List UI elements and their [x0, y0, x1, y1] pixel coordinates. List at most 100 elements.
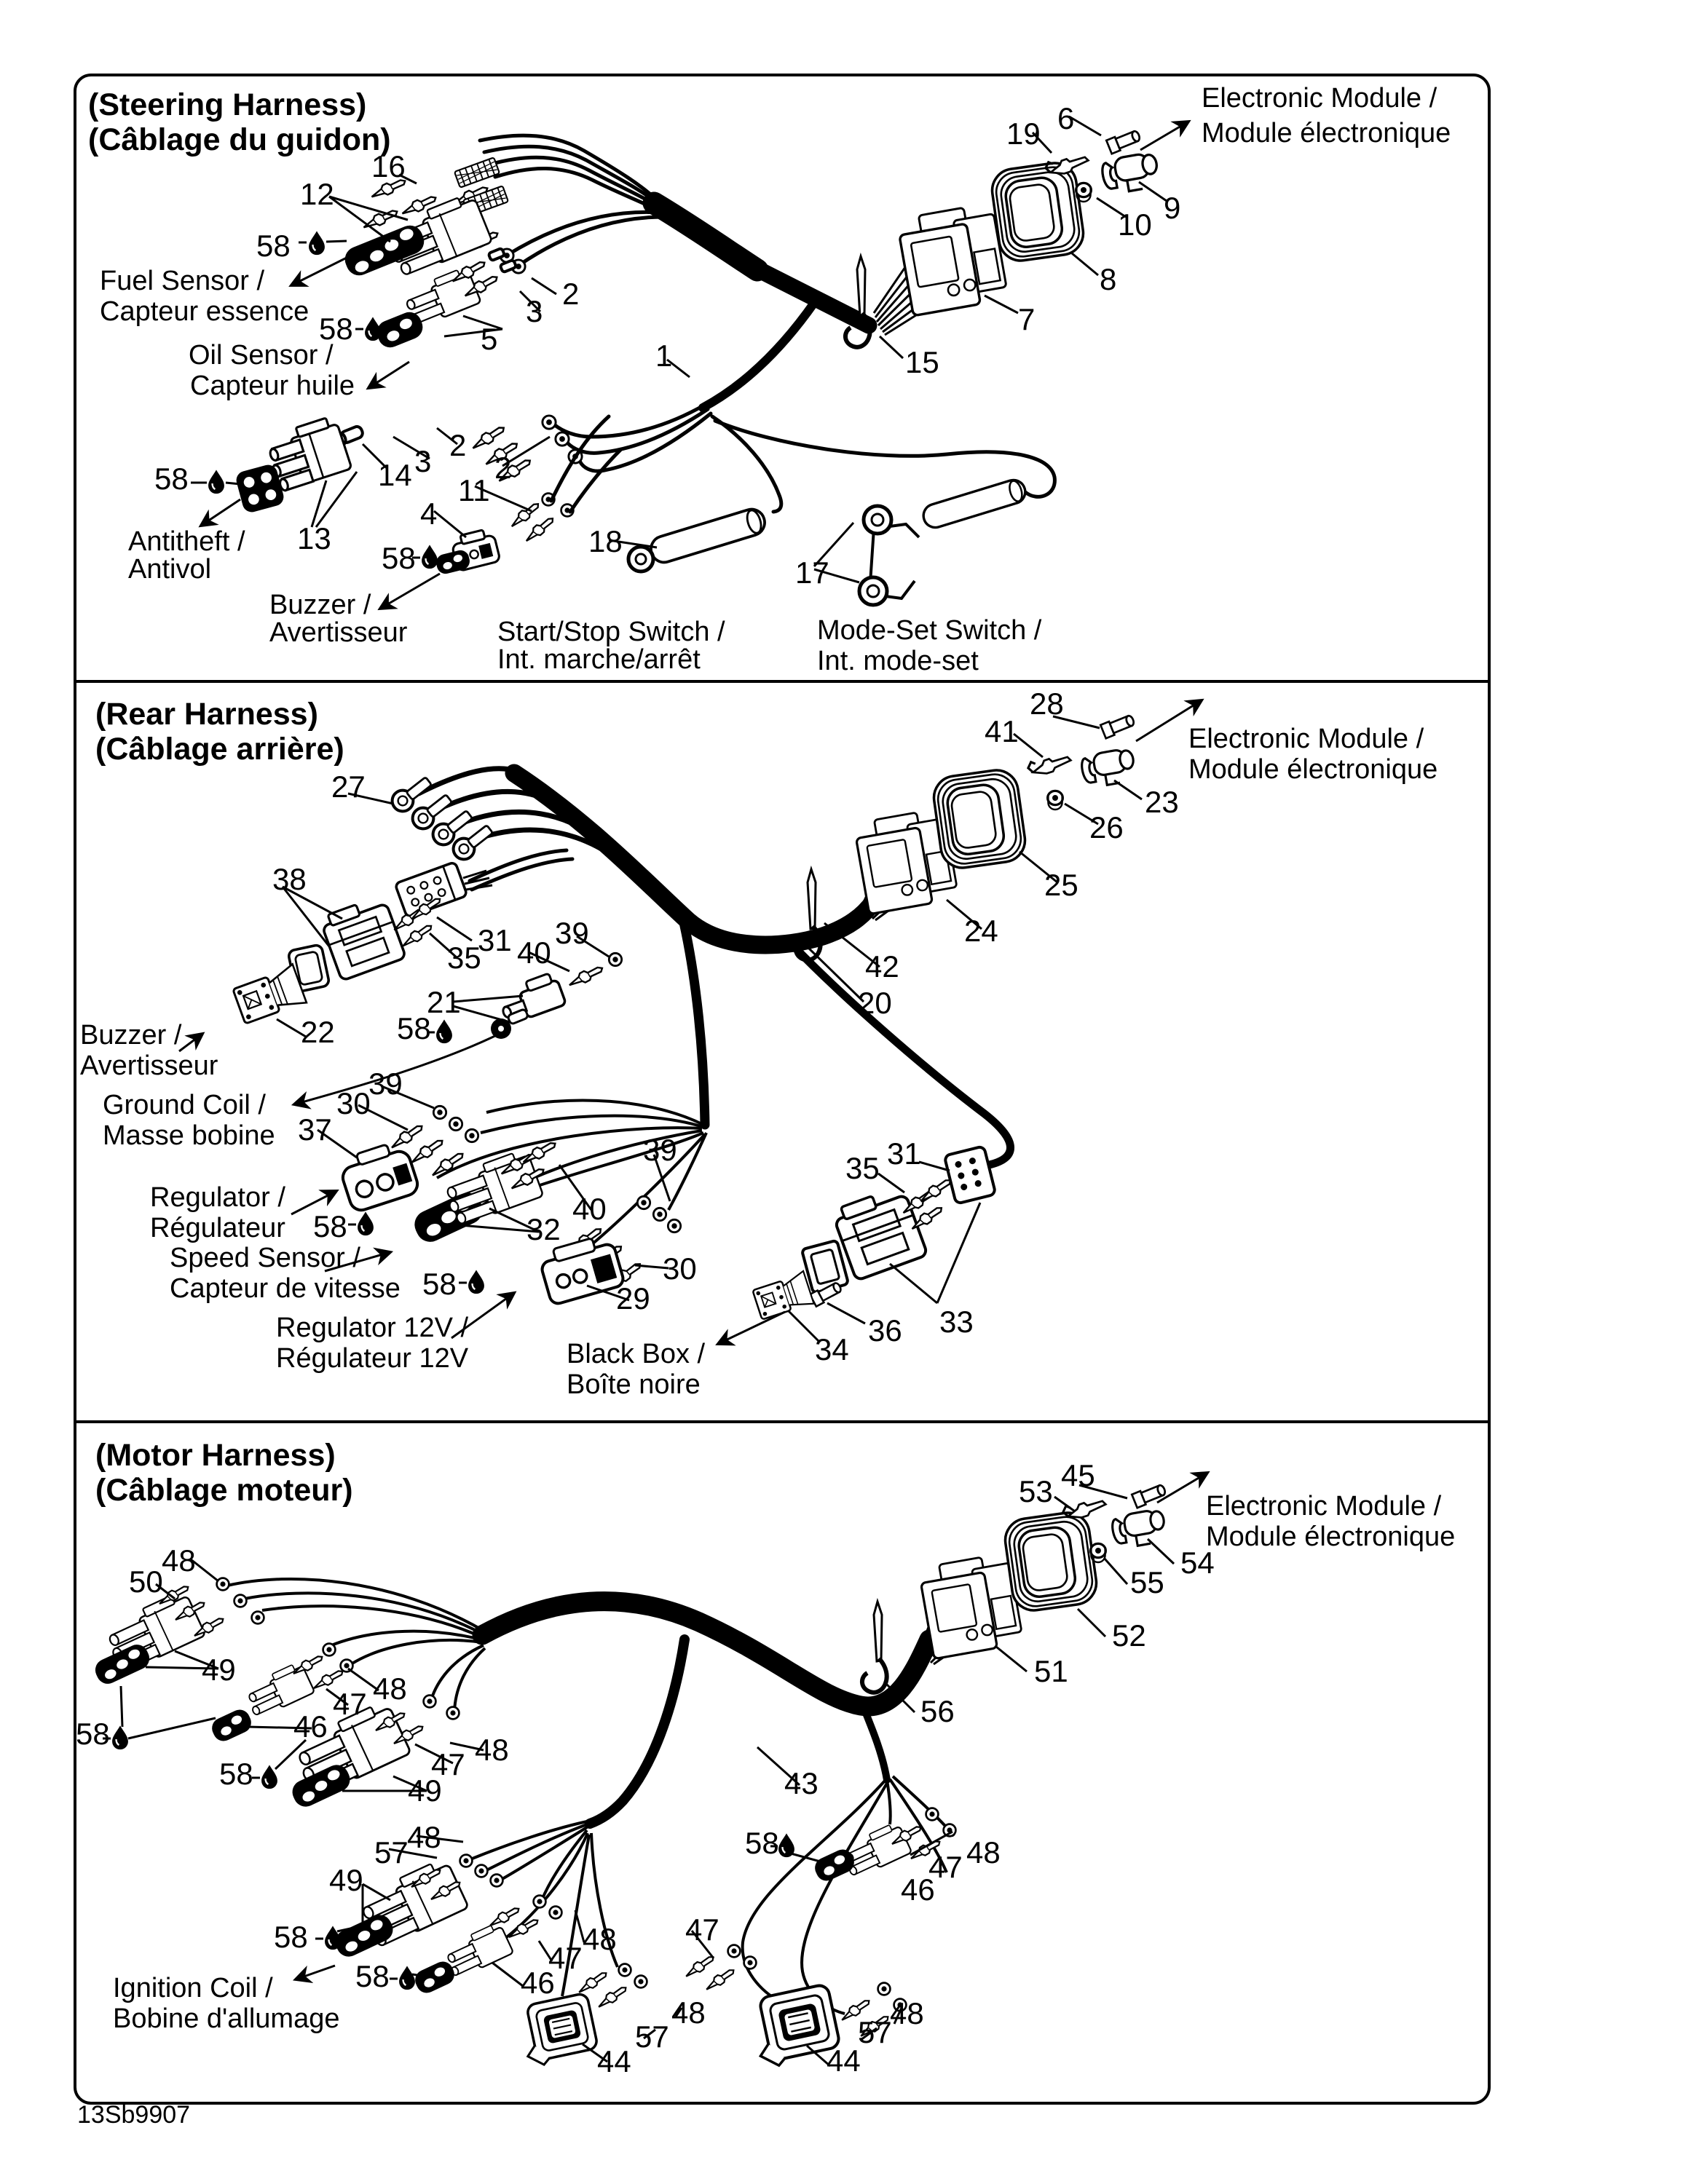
svg-text:21: 21	[427, 985, 461, 1019]
svg-text:57: 57	[374, 1835, 409, 1870]
svg-text:Buzzer /: Buzzer /	[269, 590, 371, 620]
svg-text:58: 58	[397, 1011, 431, 1045]
svg-text:45: 45	[1061, 1458, 1095, 1492]
svg-text:58: 58	[219, 1757, 253, 1791]
svg-text:35: 35	[845, 1151, 880, 1185]
svg-text:Regulator 12V /: Regulator 12V /	[276, 1313, 468, 1343]
svg-text:10: 10	[1118, 207, 1152, 242]
svg-text:58: 58	[745, 1826, 779, 1860]
svg-text:Mode-Set Switch /: Mode-Set Switch /	[817, 615, 1042, 646]
svg-text:Int. mode-set: Int. mode-set	[817, 646, 979, 676]
svg-text:Black Box /: Black Box /	[567, 1339, 706, 1369]
svg-text:3: 3	[414, 444, 431, 478]
svg-text:58: 58	[313, 1209, 347, 1243]
svg-text:Int. marche/arrêt: Int. marche/arrêt	[497, 644, 701, 675]
svg-text:57: 57	[858, 2015, 892, 2049]
svg-text:26: 26	[1089, 810, 1124, 844]
svg-text:58: 58	[422, 1267, 457, 1301]
svg-text:Antitheft /: Antitheft /	[128, 526, 245, 557]
svg-text:47: 47	[431, 1747, 465, 1781]
svg-text:44: 44	[597, 2044, 631, 2078]
svg-text:39: 39	[555, 916, 589, 950]
svg-text:Electronic Module /: Electronic Module /	[1202, 83, 1437, 114]
svg-text:7: 7	[1018, 302, 1035, 336]
svg-text:36: 36	[868, 1313, 902, 1348]
svg-text:(Rear Harness): (Rear Harness)	[95, 697, 318, 732]
svg-text:37: 37	[298, 1112, 332, 1147]
svg-text:58: 58	[382, 541, 416, 575]
svg-text:47: 47	[548, 1941, 583, 1975]
svg-text:23: 23	[1145, 785, 1179, 819]
svg-text:(Steering Harness): (Steering Harness)	[88, 87, 366, 122]
svg-text:40: 40	[517, 935, 551, 970]
svg-text:(Câblage du guidon): (Câblage du guidon)	[88, 122, 391, 157]
svg-text:24: 24	[964, 914, 998, 948]
svg-text:5: 5	[481, 322, 497, 356]
svg-text:9: 9	[1164, 191, 1180, 225]
svg-text:(Câblage moteur): (Câblage moteur)	[95, 1473, 353, 1508]
svg-text:39: 39	[643, 1133, 677, 1167]
svg-text:Avertisseur: Avertisseur	[80, 1051, 218, 1081]
svg-text:Régulateur: Régulateur	[150, 1213, 285, 1243]
svg-text:58: 58	[274, 1920, 308, 1954]
svg-text:22: 22	[301, 1015, 335, 1049]
svg-text:48: 48	[475, 1733, 509, 1767]
svg-text:31: 31	[887, 1136, 921, 1171]
svg-text:Electronic Module /: Electronic Module /	[1206, 1491, 1442, 1522]
svg-text:48: 48	[890, 1996, 924, 2030]
svg-text:8: 8	[1100, 262, 1116, 296]
svg-text:55: 55	[1130, 1565, 1164, 1599]
svg-text:38: 38	[272, 862, 307, 896]
svg-text:44: 44	[827, 2043, 861, 2078]
svg-text:Capteur huile: Capteur huile	[190, 371, 355, 401]
svg-text:19: 19	[1006, 116, 1041, 151]
svg-text:58: 58	[154, 462, 189, 496]
svg-text:31: 31	[478, 923, 512, 957]
svg-text:(Motor Harness): (Motor Harness)	[95, 1438, 336, 1473]
svg-text:43: 43	[784, 1766, 819, 1800]
svg-text:Start/Stop Switch /: Start/Stop Switch /	[497, 617, 725, 647]
svg-text:47: 47	[333, 1687, 367, 1721]
svg-text:Ignition Coil /: Ignition Coil /	[113, 1973, 273, 2003]
svg-text:46: 46	[901, 1872, 935, 1907]
svg-text:58: 58	[355, 1959, 390, 1993]
svg-text:57: 57	[635, 2019, 669, 2054]
svg-text:Boîte noire: Boîte noire	[567, 1369, 701, 1400]
svg-text:48: 48	[407, 1820, 441, 1854]
svg-text:Fuel Sensor /: Fuel Sensor /	[100, 266, 264, 296]
svg-text:Antivol: Antivol	[128, 554, 211, 585]
svg-text:Avertisseur: Avertisseur	[269, 617, 408, 648]
svg-text:6: 6	[1057, 101, 1074, 135]
svg-text:46: 46	[521, 1966, 555, 2000]
svg-text:11: 11	[458, 473, 490, 507]
svg-text:Capteur de vitesse: Capteur de vitesse	[170, 1273, 401, 1304]
svg-text:Buzzer /: Buzzer /	[80, 1020, 182, 1051]
svg-text:48: 48	[966, 1835, 1001, 1870]
svg-text:48: 48	[583, 1922, 617, 1956]
svg-text:18: 18	[588, 524, 623, 558]
svg-text:35: 35	[447, 941, 481, 975]
svg-text:58: 58	[319, 312, 353, 346]
svg-text:47: 47	[685, 1912, 719, 1947]
svg-text:Module électronique: Module électronique	[1202, 118, 1451, 149]
svg-text:48: 48	[671, 1995, 706, 2030]
svg-text:1: 1	[655, 339, 672, 373]
svg-text:Module électronique: Module électronique	[1188, 754, 1437, 785]
svg-text:Module électronique: Module électronique	[1206, 1522, 1455, 1552]
svg-text:Masse bobine: Masse bobine	[103, 1120, 275, 1151]
svg-text:41: 41	[985, 714, 1019, 748]
svg-text:Regulator /: Regulator /	[150, 1182, 285, 1213]
svg-text:40: 40	[572, 1192, 607, 1226]
svg-text:33: 33	[939, 1305, 974, 1339]
svg-text:Régulateur 12V: Régulateur 12V	[276, 1343, 469, 1374]
svg-text:3: 3	[526, 294, 543, 328]
svg-text:48: 48	[373, 1671, 407, 1706]
svg-text:28: 28	[1030, 687, 1064, 721]
svg-text:4: 4	[420, 496, 437, 531]
svg-text:16: 16	[371, 149, 406, 183]
svg-text:46: 46	[293, 1709, 328, 1744]
svg-text:30: 30	[336, 1086, 371, 1120]
svg-text:56: 56	[920, 1694, 955, 1728]
svg-text:49: 49	[408, 1773, 442, 1808]
svg-text:Electronic Module /: Electronic Module /	[1188, 724, 1424, 754]
